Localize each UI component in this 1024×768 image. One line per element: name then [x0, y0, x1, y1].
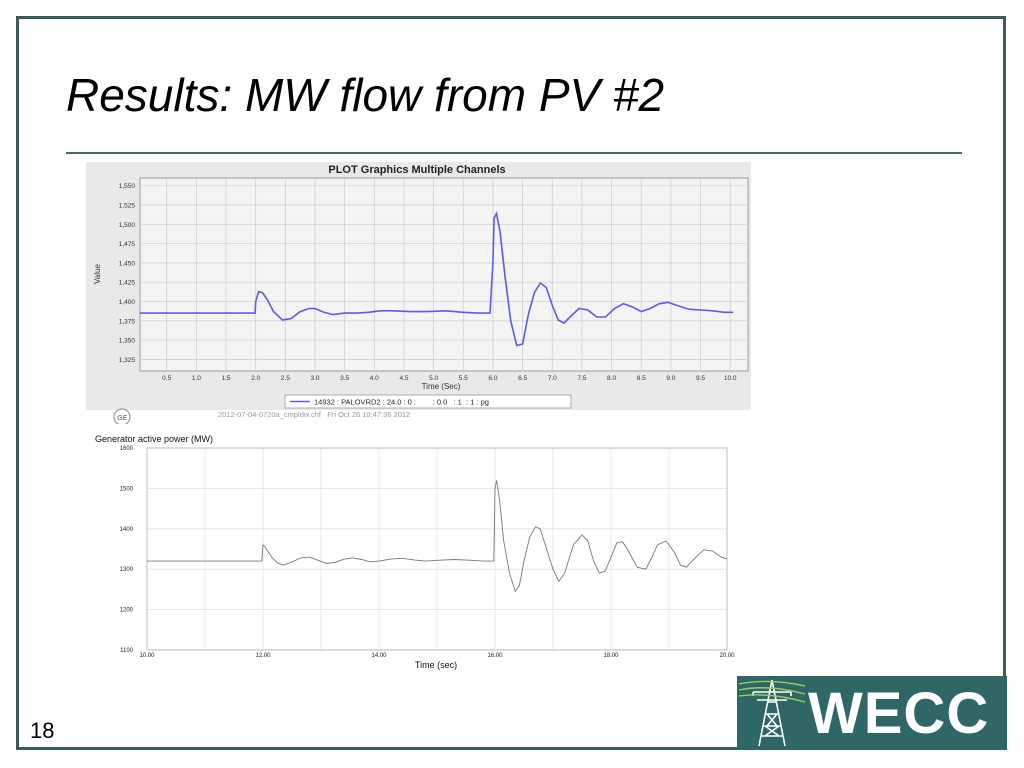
chart1-x-ticks: 0.5 1.0 1.5 2.0 2.5 3.0 3.5 4.0 4.5 5.0 5.5 6.0 6.5 7… [162, 375, 737, 382]
chart1-y-tick-label: 1,425 [119, 280, 136, 287]
generator-power-chart: Generator active power (MW) 1100 1200 1300… [95, 434, 735, 670]
chart1-legend-label: 14932 : PALOVRD2 : 24.0 : 0 : : 0.0 : 1 … [314, 398, 489, 407]
chart2-y-tick-label: 1300 [120, 567, 134, 573]
chart1-footer-band [86, 410, 751, 424]
slide-frame [16, 16, 1006, 750]
chart1-x-tick-label: 3.5 [340, 375, 349, 382]
chart1-x-tick-label: 6.0 [488, 375, 497, 382]
chart1-y-ticks: 1,325 1,350 1,375 1,400 1,425 1,450 1,475 1,500… [119, 183, 136, 364]
chart2-y-tick-label: 1600 [120, 446, 134, 452]
chart2-x-tick-label: 12.00 [255, 653, 271, 659]
chart1-plot-area [139, 177, 749, 372]
plot-graphics-chart: PLOT Graphics Multiple Channels 1,3251,3… [86, 162, 751, 424]
chart1-x-tick-label: 6.5 [518, 375, 527, 382]
transmission-tower-icon [739, 679, 805, 747]
chart1-x-tick-label: 8.5 [637, 375, 646, 382]
chart1-y-tick-label: 1,325 [119, 357, 136, 364]
chart2-x-axis-label: Time (sec) [415, 660, 457, 670]
chart2-title: Generator active power (MW) [95, 434, 213, 444]
chart1-legend [284, 394, 572, 409]
chart2-series-line [147, 480, 728, 593]
chart1-y-tick-label: 1,400 [119, 299, 136, 306]
chart2-x-tick-label: 18.00 [603, 653, 619, 659]
chart1-y-tick-label: 1,375 [119, 318, 136, 325]
chart1-x-tick-label: 7.0 [548, 375, 557, 382]
chart1-x-tick-label: 0.5 [162, 375, 171, 382]
chart1-x-tick-label: 9.5 [696, 375, 705, 382]
chart1-x-tick-label: 10.0 [724, 375, 737, 382]
chart1-file-info: 2012-07-04-0720a_cmpldw.chf Fri Oct 26 1… [218, 410, 410, 419]
chart2-y-tick-label: 1200 [120, 608, 134, 614]
chart1-y-tick-label: 1,350 [119, 338, 136, 345]
chart1-y-axis-label: Value [93, 264, 102, 284]
chart2-y-tick-label: 1100 [120, 648, 134, 654]
chart1-grid [140, 178, 748, 371]
title-divider [66, 152, 962, 154]
chart2-plot-area [146, 447, 728, 651]
chart2-x-tick-label: 20.00 [719, 653, 735, 659]
chart1-x-tick-label: 2.0 [251, 375, 260, 382]
chart1-x-tick-label: 4.0 [370, 375, 379, 382]
chart1-series-line [140, 211, 734, 347]
chart2-grid [146, 447, 728, 651]
chart1-x-tick-label: 5.5 [459, 375, 468, 382]
slide-number: 18 [30, 718, 55, 743]
chart1-y-tick-label: 1,525 [119, 203, 136, 210]
chart2-x-ticks: 10.00 12.00 14.00 16.00 18.00 20.00 [139, 653, 735, 659]
chart1-y-tick-label: 1,550 [119, 183, 136, 190]
chart1-x-tick-label: 9.0 [666, 375, 675, 382]
wecc-logo [737, 676, 1007, 750]
chart1-x-tick-label: 5.0 [429, 375, 438, 382]
ge-logo-icon: GE [113, 408, 131, 424]
chart1-x-tick-label: 4.5 [399, 375, 408, 382]
chart1-x-tick-label: 1.5 [221, 375, 230, 382]
chart1-y-tick-label: 1,475 [119, 241, 136, 248]
chart1-y-tick-label: 1,450 [119, 260, 136, 267]
chart2-x-tick-label: 16.00 [487, 653, 503, 659]
chart2-y-tick-label: 1500 [120, 486, 134, 492]
chart1-x-axis-label: Time (Sec) [422, 382, 461, 391]
slide-title: Results: MW flow from PV #2 [66, 69, 665, 121]
chart1-x-tick-label: 8.0 [607, 375, 616, 382]
chart2-y-tick-label: 1400 [120, 527, 134, 533]
chart2-y-ticks: 1100 1200 1300 1400 1500 1600 [120, 446, 134, 654]
chart1-x-tick-label: 3.0 [310, 375, 319, 382]
chart1-x-tick-label: 1.0 [192, 375, 201, 382]
chart2-x-tick-label: 10.00 [139, 653, 155, 659]
wecc-logo-text: WECC [808, 681, 990, 746]
chart2-x-tick-label: 14.00 [371, 653, 387, 659]
chart1-title: PLOT Graphics Multiple Channels [328, 164, 505, 176]
chart1-y-tick-label: 1,500 [119, 222, 136, 229]
ge-logo-text: GE [117, 415, 127, 422]
chart1-x-tick-label: 2.5 [281, 375, 290, 382]
chart1-x-tick-label: 7.5 [577, 375, 586, 382]
